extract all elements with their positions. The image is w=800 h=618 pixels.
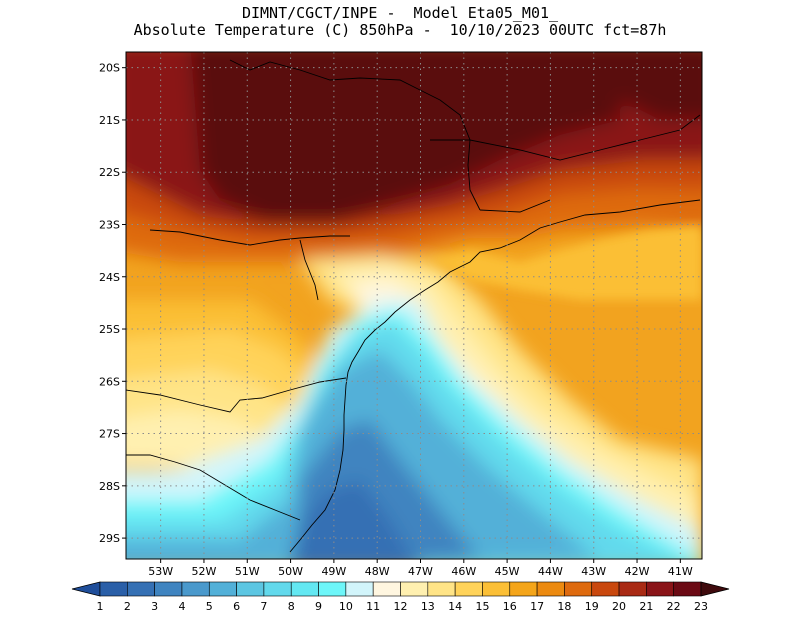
colorbar-label: 16 — [503, 600, 517, 613]
colorbar-swatch — [673, 581, 702, 597]
lon-label: 42W — [625, 565, 650, 578]
lat-label: 21S — [99, 114, 120, 127]
colorbar-label: 23 — [694, 600, 708, 613]
colorbar-swatch — [263, 581, 292, 597]
colorbar-swatch — [372, 581, 401, 597]
lon-label: 49W — [321, 565, 346, 578]
colorbar-swatch — [536, 581, 565, 597]
colorbar-swatch — [482, 581, 511, 597]
colorbar-label: 1 — [97, 600, 104, 613]
colorbar-label: 22 — [667, 600, 681, 613]
lon-label: 53W — [148, 565, 173, 578]
plot-frame — [125, 51, 703, 560]
colorbar-swatch — [181, 581, 210, 597]
colorbar-label: 6 — [233, 600, 240, 613]
lat-label: 20S — [99, 62, 120, 75]
colorbar-label: 4 — [178, 600, 185, 613]
lat-label: 25S — [99, 323, 120, 336]
lon-label: 52W — [192, 565, 217, 578]
colorbar — [71, 581, 730, 597]
colorbar-arrow-high — [700, 581, 730, 597]
colorbar-swatch — [646, 581, 674, 597]
longitude-labels: 53W 52W 51W 50W 49W 48W 47W 46W 45W 44W 43W 42W 41W — [148, 559, 693, 578]
colorbar-swatch — [154, 581, 183, 597]
lat-label: 26S — [99, 375, 120, 388]
lon-label: 45W — [495, 565, 520, 578]
lat-label: 22S — [99, 166, 120, 179]
coastline — [126, 59, 701, 553]
lon-label: 50W — [278, 565, 303, 578]
colorbar-label: 5 — [206, 600, 213, 613]
colorbar-swatch — [127, 581, 155, 597]
colorbar-swatch — [318, 581, 347, 597]
colorbar-swatch — [427, 581, 456, 597]
lon-label: 48W — [365, 565, 390, 578]
lon-label: 46W — [451, 565, 476, 578]
chart-title-line2: Absolute Temperature (C) 850hPa - 10/10/… — [133, 21, 667, 39]
colorbar-swatch — [400, 581, 429, 597]
colorbar-label: 19 — [585, 600, 599, 613]
colorbar-label: 13 — [421, 600, 435, 613]
chart-title-line1: DIMNT/CGCT/INPE - Model Eta05_M01_ — [241, 4, 559, 22]
colorbar-label: 18 — [557, 600, 571, 613]
graticule — [126, 52, 702, 559]
colorbar-swatch — [99, 581, 128, 597]
temperature-field — [126, 52, 702, 559]
colorbar-label: 11 — [366, 600, 380, 613]
colorbar-label: 3 — [151, 600, 158, 613]
lat-label: 27S — [99, 428, 120, 441]
colorbar-label: 20 — [612, 600, 626, 613]
colorbar-swatch — [591, 581, 620, 597]
colorbar-labels: 1 2 3 4 5 6 7 8 9 10 11 12 13 14 15 16 17 18 19 20 21 22 23 — [97, 600, 709, 613]
colorbar-label: 7 — [260, 600, 267, 613]
lat-label: 23S — [99, 218, 120, 231]
lon-label: 41W — [668, 565, 693, 578]
colorbar-swatch — [509, 581, 538, 597]
colorbar-swatch — [564, 581, 593, 597]
lat-label: 24S — [99, 271, 120, 284]
latitude-labels: 20S 21S 22S 23S 24S 25S 26S 27S 28S 29S — [99, 62, 126, 545]
lat-label: 28S — [99, 480, 120, 493]
lat-label: 29S — [99, 532, 120, 545]
colorbar-label: 12 — [394, 600, 408, 613]
colorbar-swatch — [618, 581, 647, 597]
colorbar-label: 21 — [639, 600, 653, 613]
colorbar-swatch — [345, 581, 374, 597]
colorbar-label: 14 — [448, 600, 462, 613]
lon-label: 47W — [408, 565, 433, 578]
colorbar-label: 8 — [288, 600, 295, 613]
colorbar-swatch — [236, 581, 265, 597]
colorbar-label: 17 — [530, 600, 544, 613]
colorbar-swatch — [208, 581, 237, 597]
colorbar-swatch — [454, 581, 483, 597]
lon-label: 44W — [538, 565, 563, 578]
lon-label: 51W — [235, 565, 260, 578]
colorbar-label: 10 — [339, 600, 353, 613]
colorbar-label: 9 — [315, 600, 322, 613]
colorbar-label: 15 — [475, 600, 489, 613]
colorbar-swatch — [290, 581, 319, 597]
colorbar-arrow-low — [71, 581, 101, 597]
colorbar-label: 2 — [124, 600, 131, 613]
lon-label: 43W — [581, 565, 606, 578]
